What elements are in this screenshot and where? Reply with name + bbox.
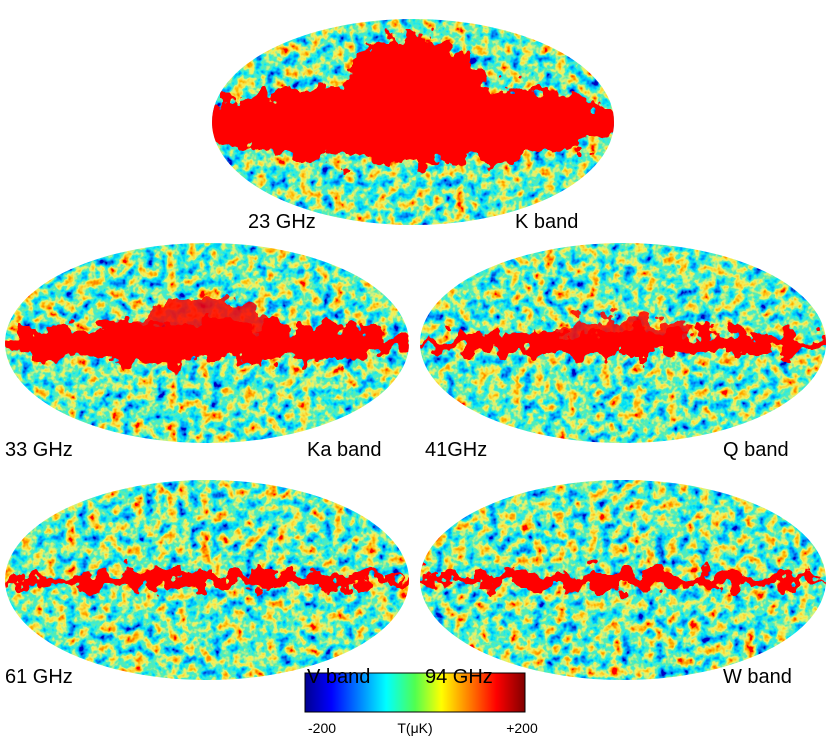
galactic-bulge <box>136 299 278 363</box>
sky-map <box>5 243 409 443</box>
galactic-plane <box>5 572 409 588</box>
band-label: Ka band <box>307 439 382 461</box>
frequency-label: 23 GHz <box>248 211 316 233</box>
colorbar-label: T(μK) <box>397 720 432 736</box>
galactic-plane <box>420 572 826 588</box>
band-label: W band <box>723 666 792 688</box>
galactic-bulge <box>551 316 695 355</box>
band-label: K band <box>515 211 578 233</box>
sky-map <box>420 243 826 443</box>
colorbar <box>304 672 526 713</box>
colorbar-max: +200 <box>506 720 538 736</box>
frequency-label: 41GHz <box>425 439 487 461</box>
galactic-bulge <box>342 34 484 162</box>
band-label: V band <box>307 666 370 688</box>
frequency-label: 61 GHz <box>5 666 73 688</box>
colorbar-min: -200 <box>308 720 336 736</box>
sky-maps <box>5 19 826 680</box>
frequency-label: 33 GHz <box>5 439 73 461</box>
frequency-label: 94 GHz <box>425 666 493 688</box>
band-label: Q band <box>723 439 789 461</box>
sky-map <box>212 19 614 225</box>
sky-map <box>420 480 826 680</box>
sky-map <box>5 480 409 680</box>
